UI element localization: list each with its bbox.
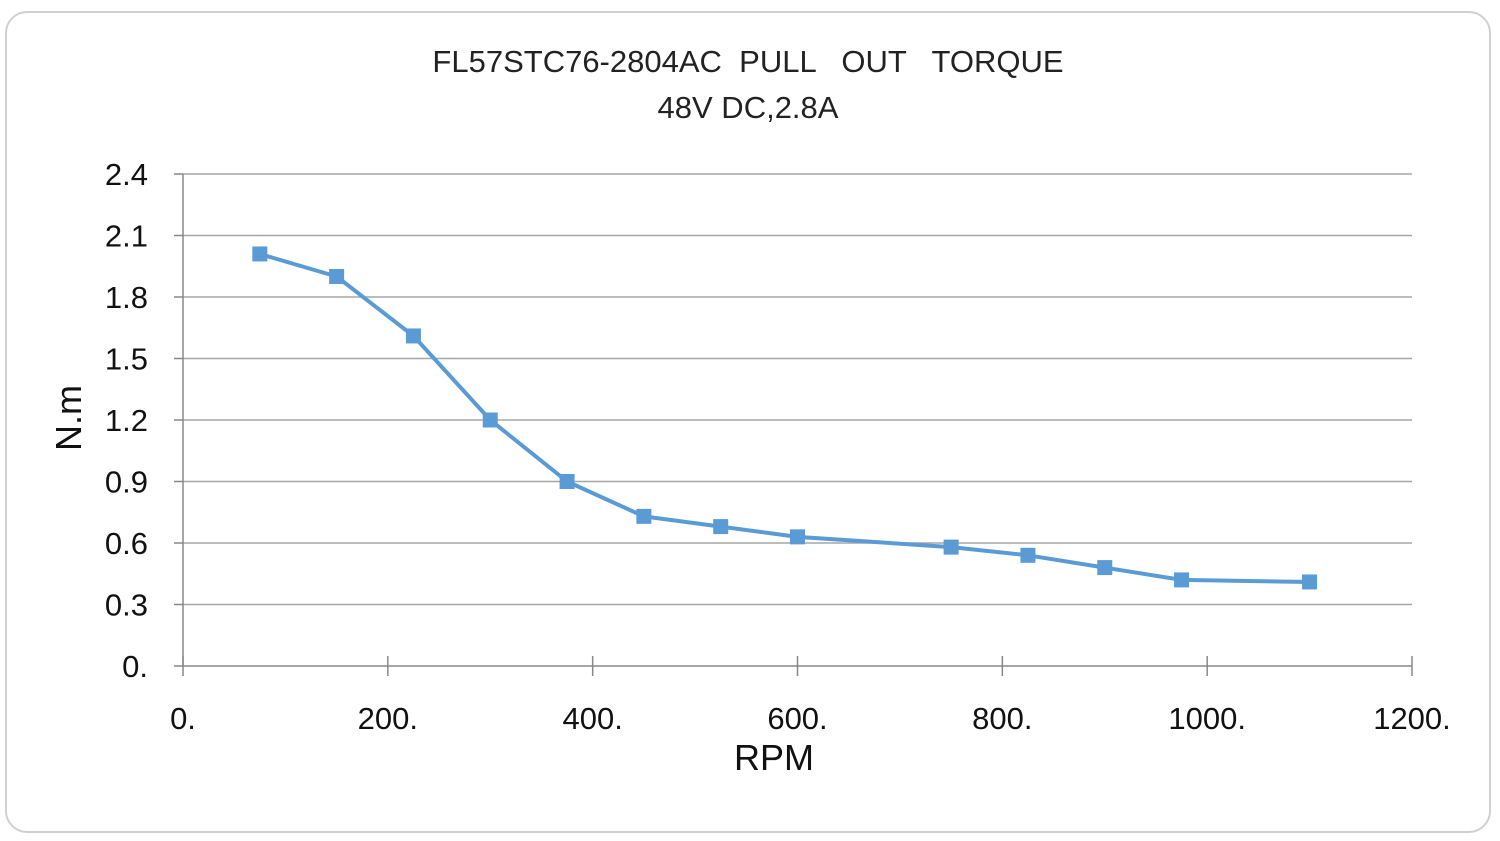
chart-subtitle: 48V DC,2.8A: [658, 90, 839, 125]
y-tick-labels: 0. 0.3 0.6 0.9 1.2 1.5 1.8 2.1 2.4: [105, 157, 148, 684]
data-point: [1174, 572, 1190, 588]
axes: [174, 173, 1413, 676]
y-tick-label: 1.2: [105, 403, 148, 438]
y-tick-label: 2.4: [105, 157, 148, 192]
data-point: [559, 474, 575, 489]
x-tick-label: 0.: [170, 701, 196, 736]
x-tick-labels: 0. 200. 400. 600. 800. 1000. 1200.: [170, 701, 1451, 736]
chart-title: FL57STC76-2804AC PULL OUT TORQUE: [432, 44, 1063, 79]
x-tick-label: 1200.: [1373, 701, 1451, 736]
y-tick-label: 0.3: [105, 588, 148, 623]
series-torque: [252, 246, 1318, 590]
x-tick-label: 200.: [358, 701, 418, 736]
x-tick-label: 1000.: [1168, 701, 1246, 736]
x-tick-label: 800.: [972, 701, 1032, 736]
chart-frame: [5, 11, 1491, 833]
data-point: [790, 529, 805, 545]
y-tick-label: 0.9: [105, 465, 148, 500]
y-tick-label: 0.: [122, 649, 148, 684]
data-point: [482, 412, 498, 428]
y-tick-label: 1.8: [105, 280, 148, 315]
data-point: [636, 508, 652, 524]
y-tick-label: 1.5: [105, 342, 148, 377]
data-point: [405, 328, 421, 344]
data-point: [1302, 574, 1318, 590]
data-point: [943, 539, 959, 555]
series-line: [259, 252, 1310, 584]
x-tick-label: 600.: [767, 701, 827, 736]
data-point: [329, 269, 345, 284]
y-tick-label: 0.6: [105, 526, 148, 561]
data-point: [252, 246, 268, 262]
data-point: [1097, 560, 1113, 576]
x-axis-label: RPM: [734, 737, 814, 778]
y-tick-label: 2.1: [105, 219, 148, 254]
x-tick-label: 400.: [562, 701, 622, 736]
y-axis-label: N.m: [48, 385, 89, 451]
data-point: [1020, 547, 1036, 563]
data-point: [713, 519, 729, 535]
gridlines: [183, 173, 1412, 606]
